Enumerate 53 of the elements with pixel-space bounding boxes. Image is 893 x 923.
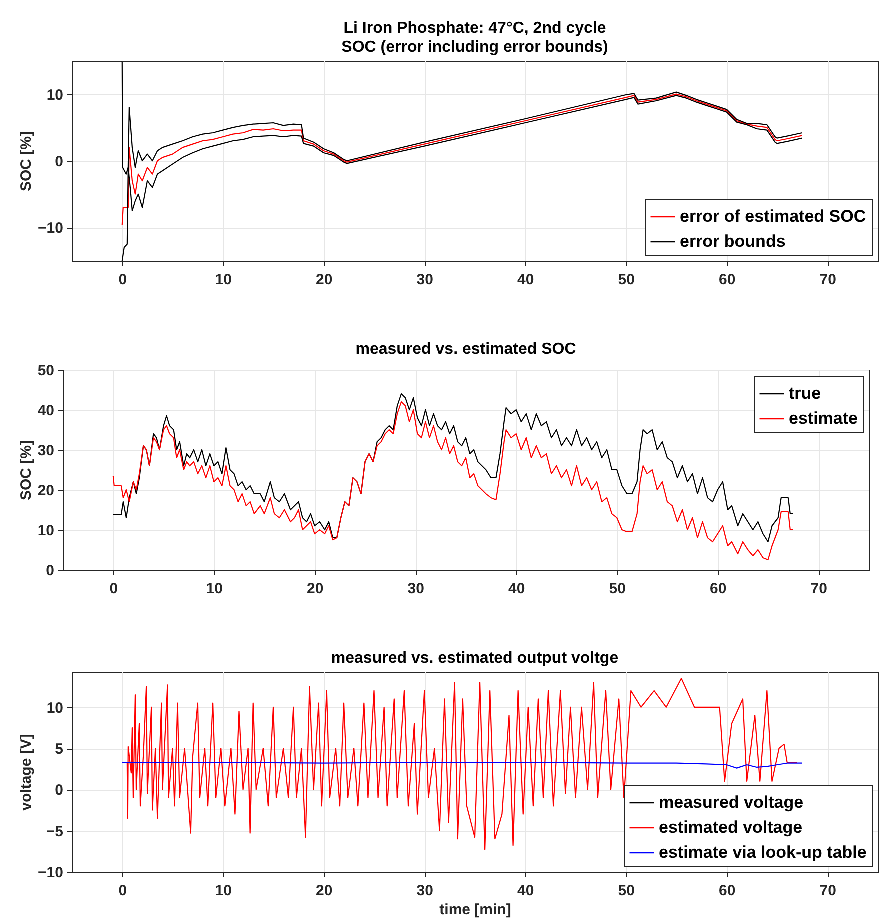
x-tick-label: 10 bbox=[215, 272, 232, 288]
y-axis-title: voltage [V] bbox=[18, 734, 36, 811]
legend-label: estimated voltage bbox=[659, 818, 803, 837]
y-tick-label: 10 bbox=[38, 522, 54, 540]
y-tick-label: 50 bbox=[38, 362, 54, 380]
x-tick-label: 70 bbox=[820, 272, 836, 288]
chart-title: Li Iron Phosphate: 47°C, 2nd cycle bbox=[344, 20, 606, 37]
chart-subtitle: SOC (error including error bounds) bbox=[342, 39, 608, 56]
x-tick-label: 20 bbox=[316, 272, 333, 288]
x-tick-label: 30 bbox=[416, 882, 434, 900]
chart-title: measured vs. estimated output voltge bbox=[331, 650, 619, 667]
x-axis-title: time [min] bbox=[440, 902, 512, 918]
x-tick-label: 50 bbox=[618, 272, 635, 288]
chart-title: measured vs. estimated SOC bbox=[356, 341, 577, 358]
x-tick-label: 0 bbox=[118, 882, 128, 900]
y-tick-label: 10 bbox=[46, 86, 64, 104]
x-tick-label: 40 bbox=[518, 882, 534, 900]
y-axis-title: SOC [%] bbox=[18, 440, 35, 500]
x-tick-label: 20 bbox=[316, 882, 333, 900]
y-tick-label: −10 bbox=[38, 864, 64, 882]
x-tick-label: 10 bbox=[206, 580, 223, 598]
y-tick-label: 30 bbox=[38, 442, 54, 460]
y-axis-title: SOC [%] bbox=[18, 131, 36, 192]
x-tick-label: 60 bbox=[719, 272, 736, 288]
y-tick-label: 5 bbox=[55, 741, 64, 758]
x-tick-label: 50 bbox=[609, 580, 626, 598]
legend-label: error of estimated SOC bbox=[680, 207, 866, 226]
x-tick-label: 70 bbox=[810, 580, 828, 598]
legend-label: true bbox=[789, 384, 822, 403]
x-tick-label: 0 bbox=[118, 272, 128, 288]
y-tick-label: −10 bbox=[38, 220, 64, 238]
x-tick-label: 70 bbox=[820, 882, 836, 900]
y-tick-label: 20 bbox=[38, 482, 54, 500]
x-tick-label: 0 bbox=[110, 580, 118, 598]
y-tick-label: 0 bbox=[46, 562, 54, 580]
y-tick-label: 40 bbox=[38, 402, 54, 420]
legend-label: error bounds bbox=[680, 232, 786, 251]
x-tick-label: 60 bbox=[710, 580, 727, 598]
x-tick-label: 40 bbox=[508, 580, 526, 598]
x-tick-label: 10 bbox=[215, 882, 232, 900]
y-tick-label: 0 bbox=[55, 782, 64, 800]
x-tick-label: 50 bbox=[618, 882, 635, 900]
legend-label: estimate bbox=[789, 409, 858, 428]
legend-label: estimate via look-up table bbox=[659, 843, 867, 862]
x-tick-label: 40 bbox=[518, 272, 534, 288]
x-tick-label: 20 bbox=[307, 580, 324, 598]
y-tick-label: 10 bbox=[46, 700, 64, 717]
x-tick-label: 60 bbox=[719, 882, 736, 900]
y-tick-label: 0 bbox=[55, 154, 64, 170]
x-tick-label: 30 bbox=[408, 580, 424, 598]
y-tick-label: −5 bbox=[46, 823, 64, 840]
x-tick-label: 30 bbox=[416, 272, 434, 288]
legend-label: measured voltage bbox=[659, 793, 804, 812]
